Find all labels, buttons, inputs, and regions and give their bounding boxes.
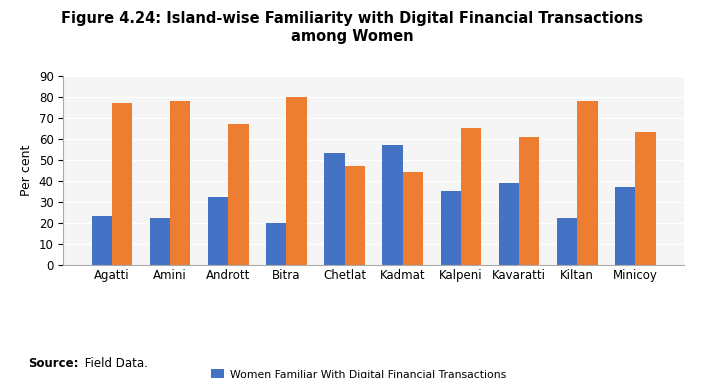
Legend: Women Familiar With Digital Financial Transactions, Women  Not  Familiar With Di: Women Familiar With Digital Financial Tr… <box>208 366 539 378</box>
Bar <box>441 191 461 265</box>
Bar <box>345 166 365 265</box>
Bar <box>92 216 112 265</box>
Bar <box>557 218 577 265</box>
Bar <box>286 97 307 265</box>
Bar <box>324 153 345 265</box>
Bar <box>149 218 170 265</box>
Text: Figure 4.24: Island-wise Familiarity with Digital Financial Transactions
among W: Figure 4.24: Island-wise Familiarity wit… <box>61 11 644 44</box>
Bar <box>461 128 482 265</box>
Bar <box>519 136 539 265</box>
Bar <box>635 132 656 265</box>
Bar <box>170 101 190 265</box>
Bar <box>403 172 423 265</box>
Bar <box>615 187 635 265</box>
Y-axis label: Per cent: Per cent <box>20 144 33 196</box>
Bar <box>266 223 286 265</box>
Bar <box>208 197 228 265</box>
Bar <box>382 145 403 265</box>
Bar <box>112 103 133 265</box>
Text: Field Data.: Field Data. <box>81 358 148 370</box>
Bar <box>498 183 519 265</box>
Bar <box>228 124 249 265</box>
Bar <box>577 101 598 265</box>
Text: Source:: Source: <box>28 358 79 370</box>
